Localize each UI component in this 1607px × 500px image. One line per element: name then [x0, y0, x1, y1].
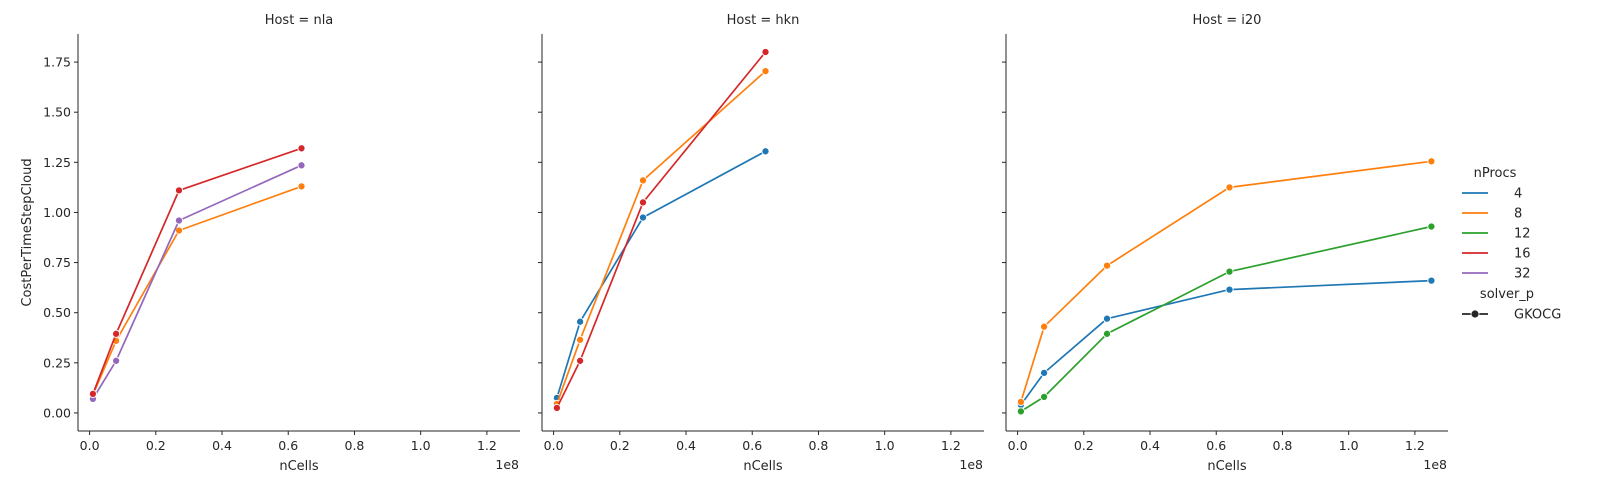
data-point-nprocs-8 — [1040, 322, 1049, 331]
x-tick-label: 0.0 — [1008, 438, 1028, 453]
data-point-nprocs-16 — [638, 198, 648, 207]
panel-0: Host = nla 0.00 0.25 0.50 0.75 1.00 1.25 1.50 1.… — [43, 13, 520, 474]
legend-style-label: GKOCG — [1514, 308, 1561, 323]
series-line-nprocs-4 — [1020, 279, 1433, 406]
x-tick-label: 0.8 — [1273, 438, 1293, 453]
legend-style-marker — [1470, 309, 1480, 319]
data-point-nprocs-16 — [174, 186, 184, 195]
y-tick-label: 1.75 — [43, 55, 71, 70]
x-tick-label: 0.8 — [809, 438, 829, 453]
y-tick-label: 1.50 — [43, 105, 71, 120]
data-point-nprocs-16 — [297, 144, 306, 153]
x-offset-label: 1e8 — [1423, 457, 1447, 472]
series-line-nprocs-4 — [556, 150, 767, 399]
x-tick-label: 0.2 — [1074, 438, 1094, 453]
data-point-nprocs-32 — [174, 216, 184, 225]
y-axis-label: CostPerTimeStepCloud — [20, 158, 35, 306]
data-point-nprocs-12 — [1225, 267, 1234, 276]
legend: nProcs 4 8 12 16 32 solver_p GKOCG — [1462, 166, 1561, 323]
chart-panels: Host = nla 0.00 0.25 0.50 0.75 1.00 1.25 1.50 1.… — [20, 13, 1448, 474]
data-point-nprocs-4 — [1102, 314, 1112, 323]
legend-label-4: 4 — [1514, 187, 1522, 202]
legend-label-12: 12 — [1514, 227, 1531, 242]
facet-title: Host = nla — [265, 13, 334, 28]
data-point-nprocs-16 — [576, 356, 585, 365]
x-tick-label: 0.2 — [610, 438, 630, 453]
series-line-nprocs-8 — [1020, 160, 1433, 403]
y-tick-label: 0.50 — [43, 305, 71, 320]
x-tick-label: 1.2 — [477, 438, 497, 453]
x-axis-label: nCells — [279, 459, 319, 474]
data-point-nprocs-8 — [761, 67, 770, 76]
x-tick-label: 0.4 — [212, 438, 232, 453]
panel-2: Host = i20 0.0 0.2 0.4 0.6 0.8 1.0 1.2 1e8 nCells — [1002, 13, 1448, 474]
facet-title: Host = i20 — [1193, 13, 1262, 28]
x-tick-label: 1.2 — [941, 438, 961, 453]
series-line-nprocs-8 — [92, 185, 303, 396]
data-point-nprocs-12 — [1016, 407, 1025, 416]
x-tick-label: 0.6 — [1206, 438, 1226, 453]
y-tick-label: 0.75 — [43, 255, 71, 270]
x-tick-label: 1.0 — [411, 438, 431, 453]
data-point-nprocs-4 — [638, 213, 648, 222]
legend-style-title: solver_p — [1480, 287, 1534, 302]
x-tick-label: 0.4 — [1140, 438, 1160, 453]
series-line-nprocs-12 — [1020, 225, 1433, 413]
y-tick-label: 1.00 — [43, 205, 71, 220]
x-tick-label: 0.6 — [742, 438, 762, 453]
data-point-nprocs-32 — [297, 161, 306, 170]
series-line-nprocs-8 — [556, 70, 767, 405]
data-point-nprocs-16 — [88, 389, 97, 398]
data-point-nprocs-4 — [1427, 276, 1436, 285]
series-line-nprocs-32 — [92, 164, 303, 400]
data-point-nprocs-32 — [112, 356, 121, 365]
legend-label-16: 16 — [1514, 247, 1531, 262]
legend-hue-title: nProcs — [1474, 166, 1517, 181]
x-tick-label: 0.0 — [544, 438, 564, 453]
y-tick-label: 0.00 — [43, 405, 71, 420]
x-tick-label: 1.0 — [1339, 438, 1359, 453]
data-point-nprocs-4 — [761, 147, 770, 156]
panel-1: Host = hkn 0.0 0.2 0.4 0.6 0.8 1.0 1.2 1e8 nCells — [538, 13, 984, 474]
x-tick-label: 1.2 — [1405, 438, 1425, 453]
x-tick-label: 0.4 — [676, 438, 696, 453]
x-tick-label: 0.6 — [278, 438, 298, 453]
data-point-nprocs-8 — [1427, 157, 1436, 166]
data-point-nprocs-16 — [761, 47, 770, 57]
data-point-nprocs-4 — [1040, 368, 1049, 377]
legend-label-32: 32 — [1514, 267, 1531, 282]
y-tick-label: 1.25 — [43, 155, 71, 170]
x-offset-label: 1e8 — [495, 457, 519, 472]
x-axis-label: nCells — [743, 459, 783, 474]
facet-title: Host = hkn — [727, 13, 800, 28]
data-point-nprocs-12 — [1427, 222, 1436, 231]
series-line-nprocs-16 — [556, 51, 767, 409]
data-point-nprocs-8 — [1225, 183, 1234, 192]
y-tick-label: 0.25 — [43, 355, 71, 370]
data-point-nprocs-8 — [1016, 397, 1025, 406]
legend-label-8: 8 — [1514, 207, 1522, 222]
data-point-nprocs-8 — [297, 182, 306, 191]
x-tick-label: 0.2 — [146, 438, 166, 453]
data-point-nprocs-4 — [1225, 285, 1234, 294]
data-point-nprocs-12 — [1102, 329, 1112, 338]
data-point-nprocs-8 — [576, 335, 585, 344]
data-point-nprocs-16 — [112, 329, 121, 338]
data-point-nprocs-8 — [1102, 261, 1112, 270]
x-tick-label: 0.8 — [345, 438, 365, 453]
x-offset-label: 1e8 — [959, 457, 983, 472]
data-point-nprocs-4 — [576, 317, 585, 326]
data-point-nprocs-16 — [552, 403, 561, 412]
x-tick-label: 1.0 — [875, 438, 895, 453]
x-axis-label: nCells — [1207, 459, 1247, 474]
x-tick-label: 0.0 — [80, 438, 100, 453]
data-point-nprocs-12 — [1040, 392, 1049, 401]
series-line-nprocs-16 — [92, 147, 303, 395]
data-point-nprocs-8 — [638, 176, 648, 185]
